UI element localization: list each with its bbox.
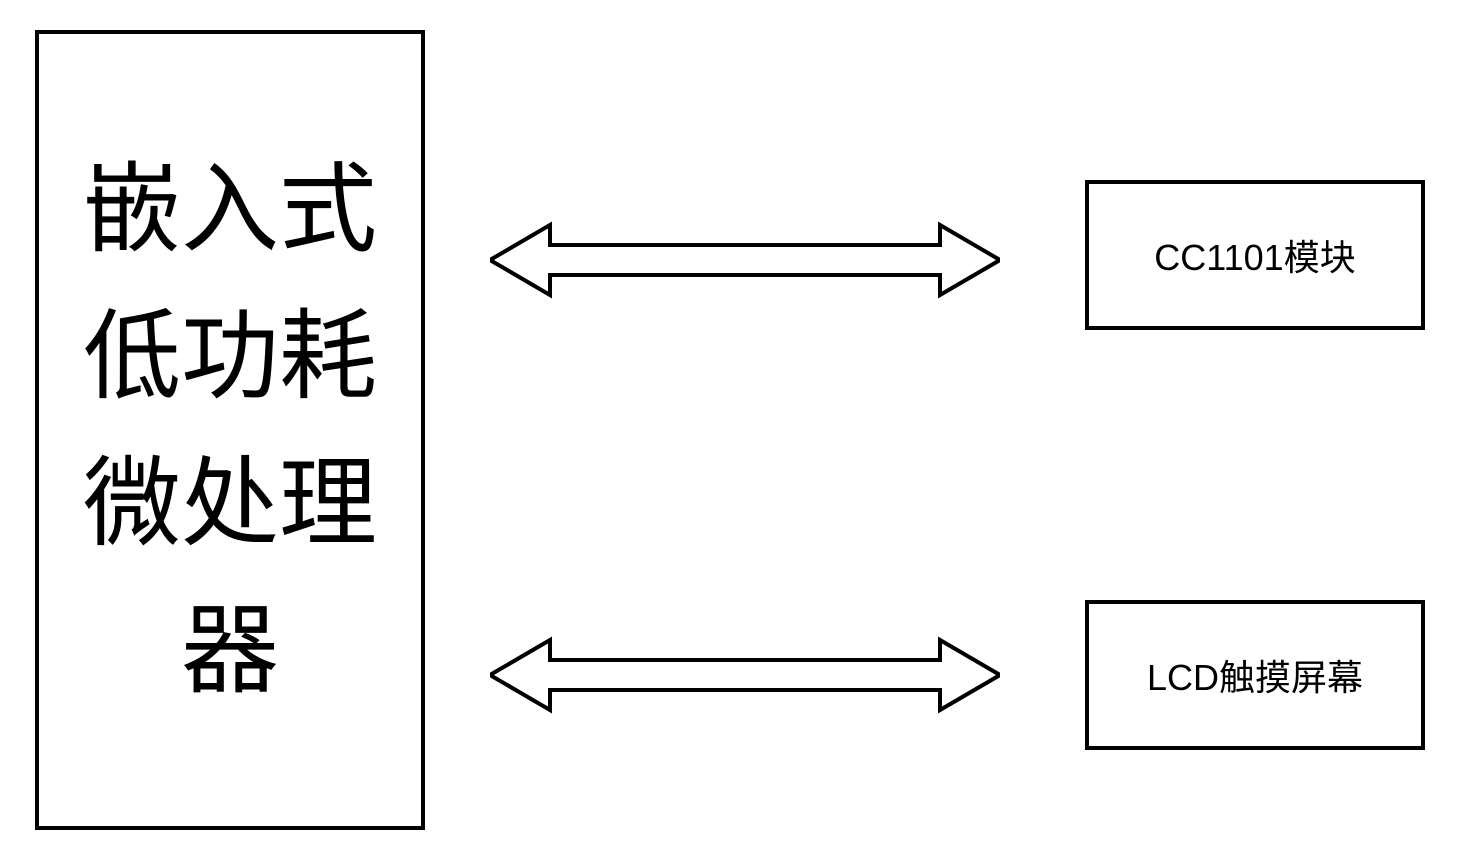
arrow-shape-icon <box>490 225 1000 295</box>
main-processor-box: 嵌入式低功耗微处理器 <box>35 30 425 830</box>
lcd-touchscreen-label: LCD触摸屏幕 <box>1147 649 1363 701</box>
lcd-touchscreen-box: LCD触摸屏幕 <box>1085 600 1425 750</box>
block-diagram: 嵌入式低功耗微处理器 CC1101模块 LCD触摸屏幕 <box>0 0 1459 868</box>
bidirectional-arrow-lcd <box>490 630 1000 725</box>
cc1101-module-label: CC1101模块 <box>1154 229 1355 281</box>
arrow-shape-icon <box>490 640 1000 710</box>
cc1101-module-box: CC1101模块 <box>1085 180 1425 330</box>
bidirectional-arrow-cc1101 <box>490 215 1000 310</box>
main-processor-label: 嵌入式低功耗微处理器 <box>83 136 377 724</box>
